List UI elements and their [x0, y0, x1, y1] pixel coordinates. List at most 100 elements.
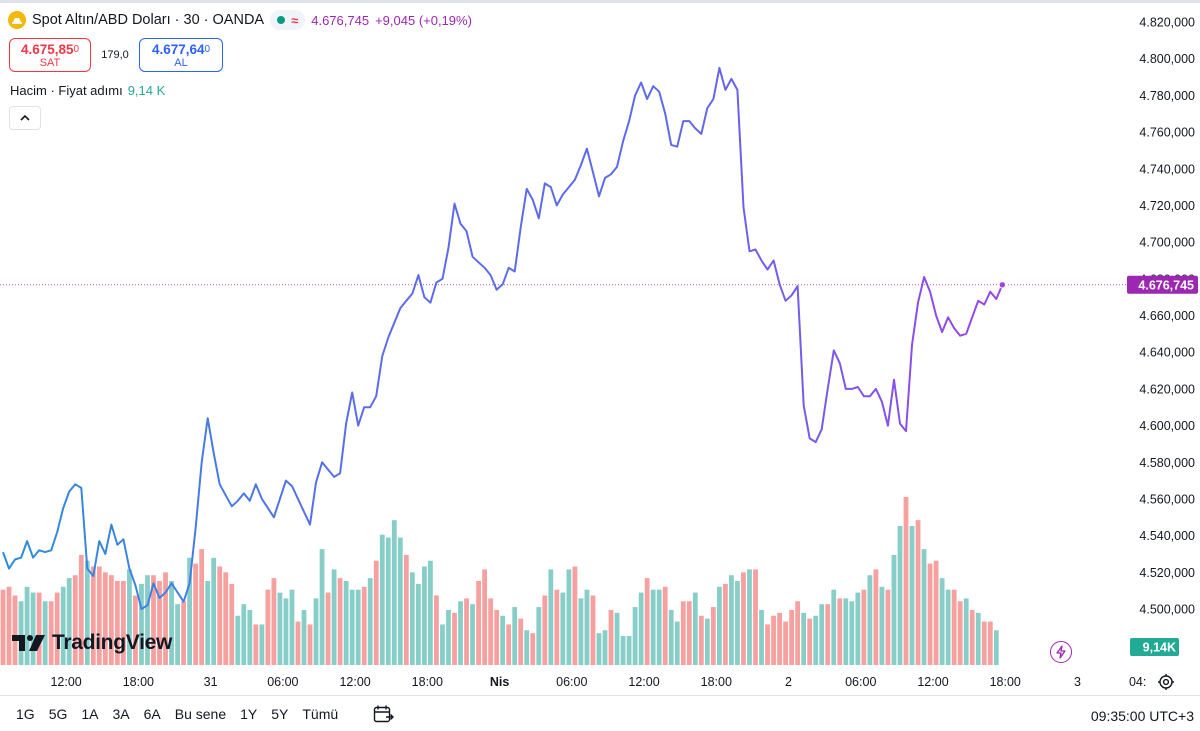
volume-bar	[337, 578, 343, 665]
volume-bar	[891, 554, 897, 665]
volume-bar	[674, 621, 680, 665]
volume-bar	[217, 566, 223, 665]
tradingview-logo[interactable]: TradingView	[12, 631, 172, 655]
chevron-up-icon	[20, 114, 30, 121]
buy-button[interactable]: 4.677,640 AL	[139, 38, 223, 72]
volume-bar	[741, 572, 746, 665]
volume-bar	[735, 581, 740, 665]
volume-bar	[759, 609, 764, 665]
volume-bar	[590, 595, 596, 665]
volume-bar	[397, 537, 403, 665]
volume-bar	[987, 621, 993, 665]
volume-bar	[409, 572, 415, 665]
x-tick-label: 12:00	[917, 675, 948, 689]
market-status-pill[interactable]: ≈	[270, 10, 306, 30]
volume-bar	[602, 630, 608, 665]
volume-bar	[199, 549, 205, 665]
volume-bar	[452, 612, 457, 665]
price-chart[interactable]: 4.500,000 4.520,000 4.540,000 4.560,000 4.58…	[0, 0, 1200, 695]
volume-bar	[825, 604, 831, 665]
volume-bar	[765, 624, 770, 665]
legend-last-price: 4.676,745	[311, 12, 370, 28]
utc-clock[interactable]: 09:35:00 UTC+3	[1090, 708, 1194, 724]
symbol-title[interactable]: Spot Altın/ABD Doları · 30 · OANDA	[32, 12, 265, 28]
volume-bar	[482, 569, 487, 665]
volume-bar	[554, 589, 560, 665]
volume-bar	[698, 615, 704, 665]
volume-bar	[355, 589, 361, 665]
y-tick-label: 4.520,000	[1139, 566, 1195, 580]
volume-bar	[422, 566, 427, 665]
settings-gear-icon[interactable]	[1157, 673, 1175, 691]
volume-bar	[151, 575, 156, 665]
volume-bar	[692, 592, 698, 665]
sell-price: 4.675,85	[20, 41, 74, 57]
symbol-legend[interactable]: Spot Altın/ABD Doları · 30 · OANDA ≈ 4.6…	[8, 10, 472, 30]
volume-bar	[518, 618, 524, 665]
volume-bar	[247, 609, 253, 665]
collapse-legend-button[interactable]	[9, 106, 41, 130]
timeframe-1g[interactable]: 1G	[16, 706, 35, 722]
timeframe-5g[interactable]: 5G	[48, 706, 68, 722]
volume-bar	[704, 618, 710, 665]
timeframe-1y[interactable]: 1Y	[240, 706, 258, 722]
sell-label: SAT	[39, 56, 61, 69]
volume-bar	[114, 581, 120, 665]
timeframe-all[interactable]: Tümü	[302, 706, 339, 722]
x-tick-label: 06:00	[845, 675, 876, 689]
volume-bar	[608, 609, 614, 665]
volume-bar	[464, 598, 469, 665]
volume-legend[interactable]: Hacim · Fiyat adımı 9,14 K	[10, 83, 165, 98]
volume-bar	[777, 612, 782, 665]
x-tick-label: 12:00	[339, 675, 370, 689]
y-tick-label: 4.540,000	[1139, 529, 1195, 543]
volume-bar	[108, 575, 114, 665]
volume-bar	[831, 589, 837, 665]
volume-bar	[367, 578, 373, 665]
sell-button[interactable]: 4.675,850 SAT	[9, 38, 91, 72]
volume-bar	[656, 589, 662, 665]
volume-bar	[72, 575, 78, 665]
last-price-dot	[998, 281, 1007, 289]
bottom-toolbar: 1G 5G 1A 3A 6A Bu sene 1Y 5Y Tümü	[0, 697, 1200, 731]
volume-bar	[12, 595, 18, 665]
timeframe-5y[interactable]: 5Y	[271, 706, 289, 722]
volume-bar	[48, 601, 54, 665]
volume-bar	[957, 601, 963, 665]
volume-bar	[885, 589, 891, 665]
volume-bar	[819, 604, 825, 665]
y-tick-label: 4.560,000	[1139, 492, 1195, 506]
price-axis[interactable]: 4.500,000 4.520,000 4.540,000 4.560,000 4.58…	[1139, 16, 1195, 617]
timeframe-1a[interactable]: 1A	[81, 706, 99, 722]
volume-bar	[729, 575, 734, 665]
time-axis[interactable]: 12:00 18:00 31 06:00 12:00 18:00 Nis 06:00 12:00…	[50, 675, 1146, 689]
timeframe-3a[interactable]: 3A	[112, 706, 130, 722]
volume-bar	[223, 572, 229, 665]
volume-bar	[18, 601, 24, 665]
volume-bar	[596, 633, 602, 665]
y-tick-label: 4.740,000	[1139, 162, 1195, 176]
volume-bar	[102, 572, 108, 665]
tradingview-logo-icon	[12, 635, 45, 651]
last-price-badge	[1127, 275, 1198, 294]
volume-bar	[500, 615, 506, 665]
date-range-button[interactable]	[373, 704, 395, 724]
volume-bar	[379, 534, 385, 665]
x-tick-label: 06:00	[556, 675, 587, 689]
volume-legend-value: 9,14 K	[127, 83, 166, 98]
timeframe-6a[interactable]: 6A	[143, 706, 161, 722]
timeframe-ytd[interactable]: Bu sene	[174, 706, 227, 722]
volume-bar	[127, 569, 132, 665]
volume-bar	[686, 601, 692, 665]
volume-bar	[385, 537, 391, 665]
buy-price-pip: 0	[204, 43, 211, 55]
y-tick-label: 4.780,000	[1139, 89, 1195, 103]
y-tick-label: 4.640,000	[1139, 346, 1195, 360]
volume-bar	[542, 595, 548, 665]
volume-bar	[121, 581, 126, 665]
volume-bar	[313, 598, 319, 665]
volume-bar	[36, 592, 42, 665]
replay-button[interactable]	[1050, 641, 1072, 663]
volume-bar	[277, 592, 283, 665]
spread-value: 179,0	[101, 49, 129, 61]
